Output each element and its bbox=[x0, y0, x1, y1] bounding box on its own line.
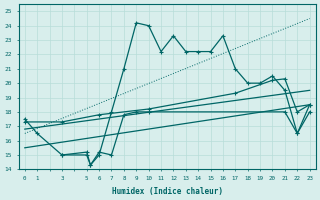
X-axis label: Humidex (Indice chaleur): Humidex (Indice chaleur) bbox=[112, 187, 223, 196]
